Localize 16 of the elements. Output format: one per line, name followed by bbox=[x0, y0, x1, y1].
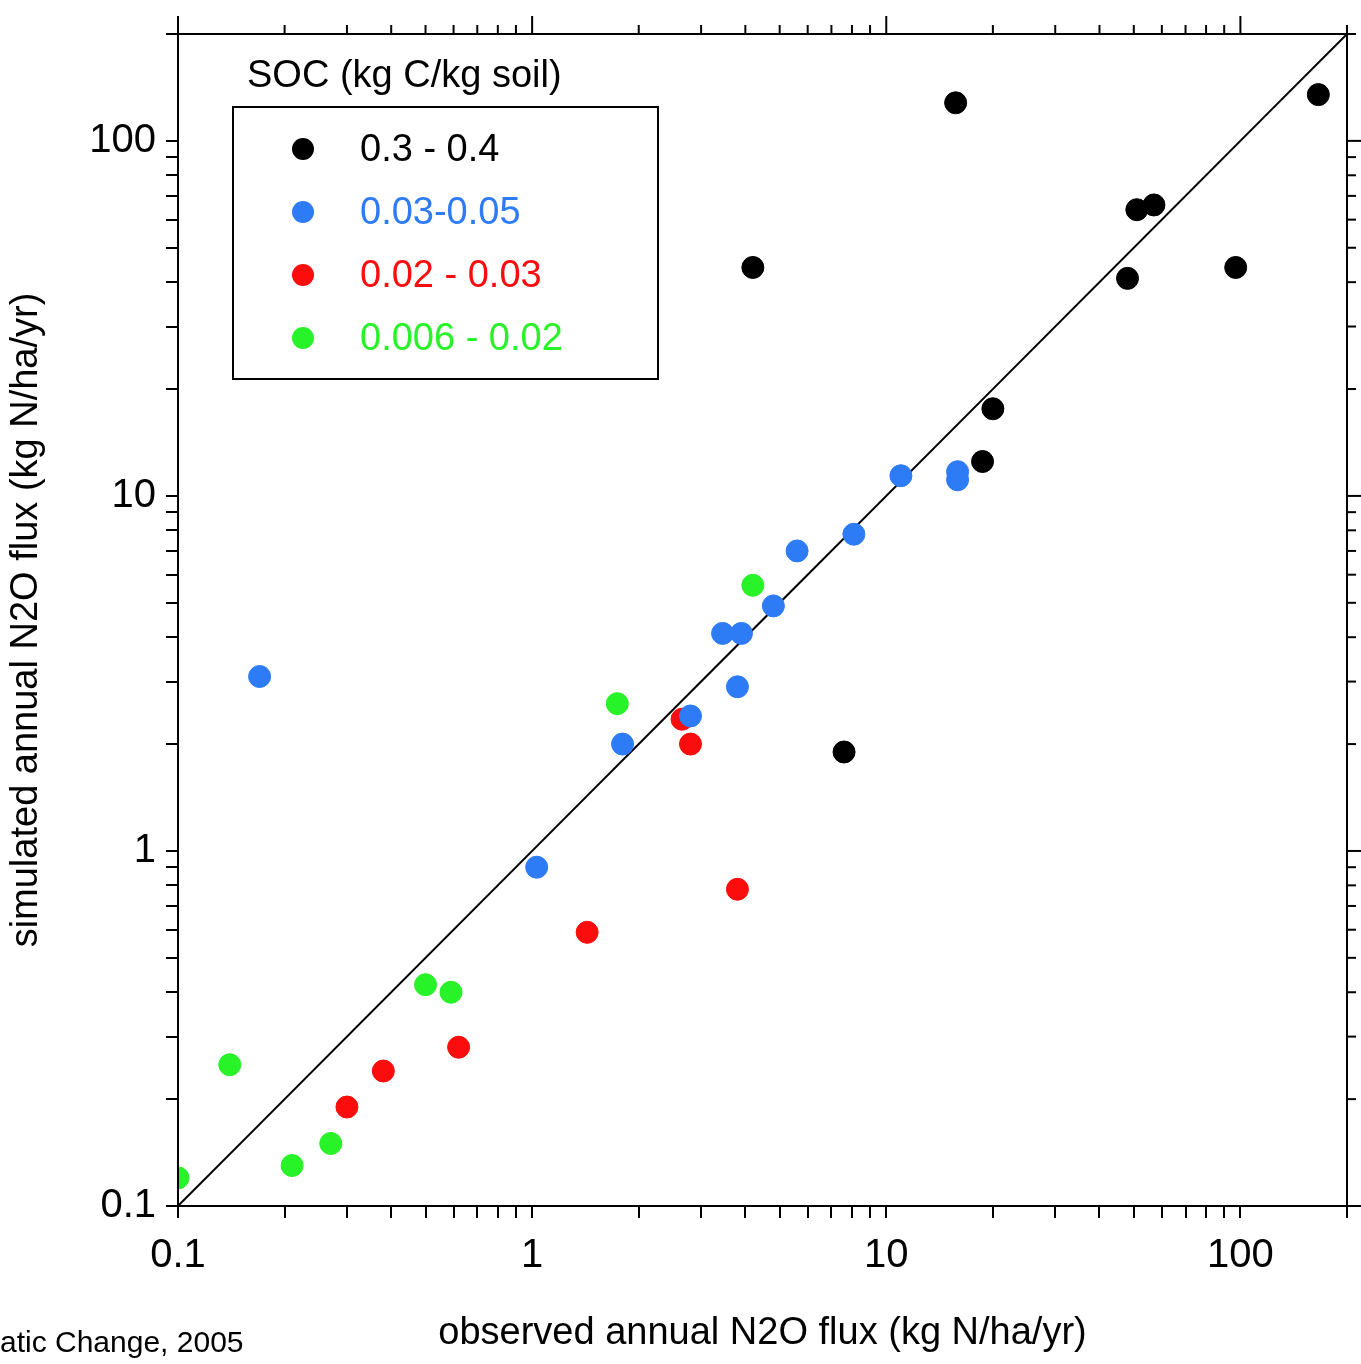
y-axis-title: simulated annual N2O flux (kg N/ha/yr) bbox=[3, 292, 46, 948]
y-tick-label: 10 bbox=[111, 470, 156, 515]
x-tick-label: 0.1 bbox=[150, 1231, 206, 1276]
x-tick-label: 10 bbox=[864, 1231, 909, 1276]
y-tick-label: 1 bbox=[133, 825, 156, 870]
text: atic Change, 2005 bbox=[0, 1325, 244, 1358]
x-tick-label: 1 bbox=[521, 1231, 544, 1276]
legend-title: SOC (kg C/kg soil) bbox=[247, 53, 562, 96]
legend-label: 0.3 - 0.4 bbox=[360, 127, 500, 170]
y-tick-label: 0.1 bbox=[100, 1181, 156, 1226]
x-tick-label: 100 bbox=[1207, 1231, 1274, 1276]
legend-label: 0.02 - 0.03 bbox=[360, 253, 542, 296]
x-axis-title: observed annual N2O flux (kg N/ha/yr) bbox=[438, 1309, 1087, 1352]
y-tick-label: 100 bbox=[89, 115, 156, 160]
legend-label: 0.006 - 0.02 bbox=[360, 316, 563, 359]
legend-label: 0.03-0.05 bbox=[360, 190, 521, 233]
